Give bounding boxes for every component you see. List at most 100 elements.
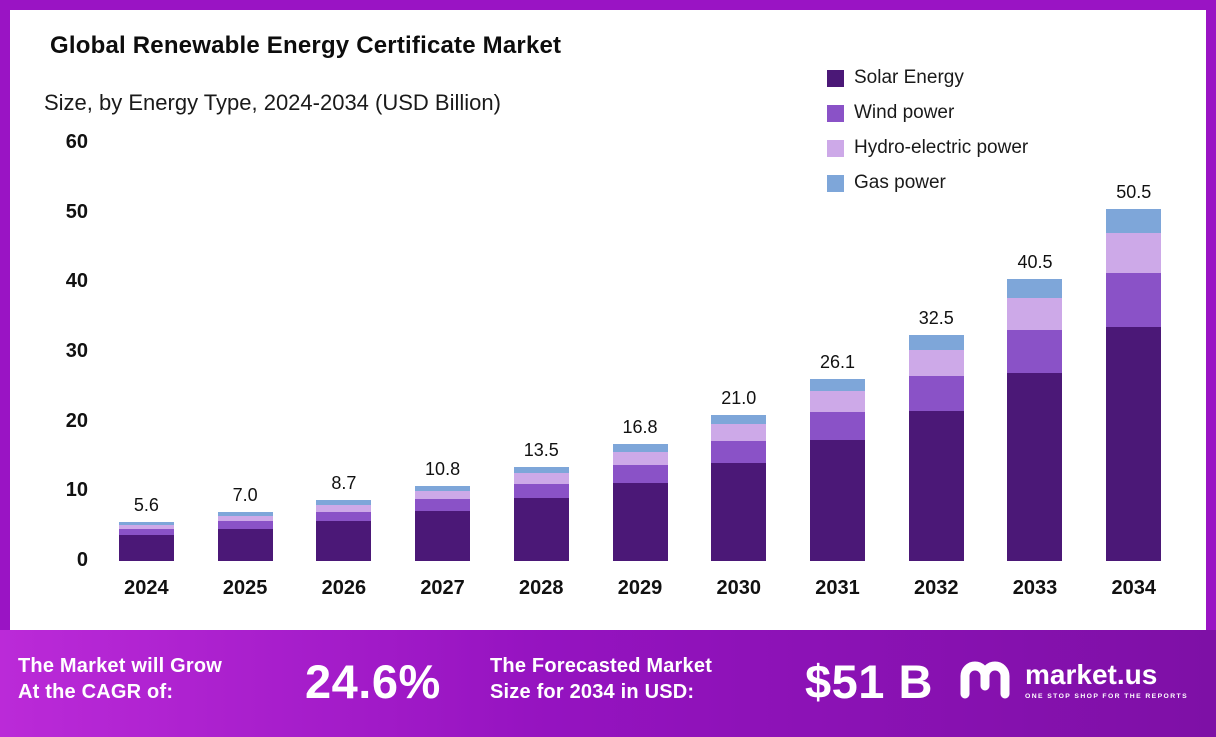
legend-item-hydro-electric-power: Hydro-electric power — [827, 137, 1028, 159]
bar-segment-gas-power-2030 — [711, 414, 767, 425]
bar-segment-solar-energy-2027 — [415, 510, 471, 561]
bar-segment-hydro-electric-power-2032 — [908, 349, 964, 376]
bar-segment-solar-energy-2025 — [217, 528, 273, 561]
bar-segment-gas-power-2033 — [1007, 278, 1063, 298]
cagr-label: The Market will Grow At the CAGR of: — [18, 653, 222, 705]
y-tick-40: 40 — [65, 270, 88, 293]
brand-tagline: ONE STOP SHOP FOR THE REPORTS — [1025, 692, 1188, 700]
bar-segment-solar-energy-2030 — [711, 463, 767, 561]
bar-column-2029: 16.8 2029 — [591, 110, 690, 611]
x-axis-label-2031: 2031 — [815, 577, 860, 599]
x-axis-label-2024: 2024 — [124, 577, 169, 599]
bar-segment-gas-power-2029 — [612, 443, 668, 452]
bar-column-2030: 21.0 2030 — [689, 110, 788, 611]
x-axis-label-2027: 2027 — [420, 577, 465, 599]
legend: Solar Energy Wind power Hydro-electric pow… — [827, 67, 1028, 194]
chart-subtitle: Size, by Energy Type, 2024-2034 (USD Bil… — [44, 90, 501, 115]
bar-segment-hydro-electric-power-2024 — [118, 524, 174, 529]
x-axis-label-2033: 2033 — [1012, 577, 1058, 599]
bar-segment-wind-power-2028 — [513, 483, 569, 499]
legend-swatch-wind-power — [827, 104, 844, 122]
chart-title: Global Renewable Energy Certificate Mark… — [50, 32, 562, 59]
legend-swatch-gas-power — [827, 174, 844, 192]
legend-label: Solar Energy — [854, 67, 964, 88]
y-tick-60: 60 — [65, 131, 88, 153]
x-axis-label-2028: 2028 — [519, 577, 564, 599]
bar-segment-hydro-electric-power-2027 — [415, 490, 471, 500]
bar-total-label-2028: 13.5 — [523, 439, 559, 460]
bar-segment-hydro-electric-power-2033 — [1007, 297, 1063, 330]
bar-segment-wind-power-2026 — [316, 511, 372, 521]
bar-segment-solar-energy-2026 — [316, 520, 372, 561]
bar-total-label-2032: 32.5 — [918, 307, 954, 328]
bar-segment-hydro-electric-power-2029 — [612, 451, 668, 465]
marketus-logo-icon — [959, 654, 1015, 705]
cagr-label-line2: At the CAGR of: — [18, 681, 174, 703]
bar-segment-solar-energy-2033 — [1007, 372, 1063, 561]
bar-segment-solar-energy-2028 — [513, 498, 569, 561]
bar-plot-area: 5.6 2024 7.0 2025 8.7 2026 10.8 2027 13.5 2028 16.… — [97, 110, 1183, 611]
bar-segment-wind-power-2024 — [118, 528, 174, 536]
x-axis-label-2029: 2029 — [617, 577, 663, 599]
bar-segment-gas-power-2025 — [217, 512, 273, 516]
bar-2026 — [316, 500, 372, 561]
bar-segment-hydro-electric-power-2030 — [711, 424, 767, 442]
marketus-brand: market.us ONE STOP SHOP FOR THE REPORTS — [959, 654, 1188, 705]
bar-segment-solar-energy-2032 — [908, 410, 964, 561]
bar-segment-hydro-electric-power-2025 — [217, 515, 273, 522]
y-tick-20: 20 — [65, 409, 88, 432]
bar-2027 — [415, 485, 471, 561]
bar-segment-gas-power-2026 — [316, 500, 372, 505]
bar-segment-wind-power-2033 — [1007, 329, 1063, 373]
bar-segment-wind-power-2030 — [711, 441, 767, 464]
legend-label: Gas power — [854, 172, 946, 193]
y-tick-10: 10 — [65, 479, 88, 502]
bar-2028 — [513, 466, 569, 561]
x-axis-label-2032: 2032 — [913, 577, 959, 599]
bar-total-label-2027: 10.8 — [425, 458, 461, 479]
bar-column-2034: 50.5 2034 — [1084, 110, 1183, 611]
bar-segment-wind-power-2032 — [908, 375, 964, 411]
bar-column-2024: 5.6 2024 — [97, 110, 196, 611]
x-axis-label-2034: 2034 — [1111, 577, 1156, 599]
legend-item-solar-energy: Solar Energy — [827, 67, 1028, 89]
bar-total-label-2031: 26.1 — [819, 352, 856, 373]
y-tick-0: 0 — [76, 549, 88, 571]
bar-2030 — [711, 414, 767, 561]
bar-total-label-2024: 5.6 — [133, 495, 159, 516]
bar-segment-wind-power-2025 — [217, 521, 273, 529]
bar-segment-solar-energy-2034 — [1106, 326, 1162, 561]
bar-segment-solar-energy-2024 — [118, 535, 174, 561]
bar-segment-hydro-electric-power-2031 — [810, 391, 865, 412]
forecast-label-line2: Size for 2034 in USD: — [490, 681, 695, 703]
x-axis-label-2026: 2026 — [321, 577, 367, 599]
bar-2032 — [908, 334, 964, 561]
legend-swatch-hydro-electric-power — [827, 139, 844, 157]
bar-total-label-2025: 7.0 — [232, 485, 258, 506]
bar-segment-gas-power-2032 — [908, 334, 964, 350]
bar-2025 — [217, 512, 273, 561]
bar-2033 — [1007, 278, 1063, 561]
bar-2031 — [810, 379, 865, 561]
bar-2024 — [118, 522, 174, 561]
bar-total-label-2033: 40.5 — [1017, 251, 1053, 272]
cagr-label-line1: The Market will Grow — [18, 655, 223, 677]
legend-label: Hydro-electric power — [854, 137, 1029, 158]
x-axis-label-2025: 2025 — [222, 577, 268, 599]
forecast-value: $51 B — [805, 655, 933, 708]
x-axis-label-2030: 2030 — [716, 577, 762, 599]
bar-segment-hydro-electric-power-2026 — [316, 504, 372, 512]
bar-segment-hydro-electric-power-2028 — [513, 473, 569, 484]
bar-segment-wind-power-2027 — [415, 499, 471, 511]
bar-column-2025: 7.0 2025 — [196, 110, 295, 611]
bar-segment-wind-power-2029 — [612, 464, 668, 483]
cagr-value: 24.6% — [305, 655, 441, 708]
legend-item-gas-power: Gas power — [827, 172, 1028, 194]
bar-column-2026: 8.7 2026 — [294, 110, 393, 611]
bar-segment-hydro-electric-power-2034 — [1106, 232, 1162, 273]
y-axis: 0 10 20 30 40 50 60 — [10, 10, 90, 630]
bar-column-2027: 10.8 2027 — [393, 110, 492, 611]
bar-total-label-2029: 16.8 — [622, 416, 658, 437]
legend-item-wind-power: Wind power — [827, 102, 1028, 124]
